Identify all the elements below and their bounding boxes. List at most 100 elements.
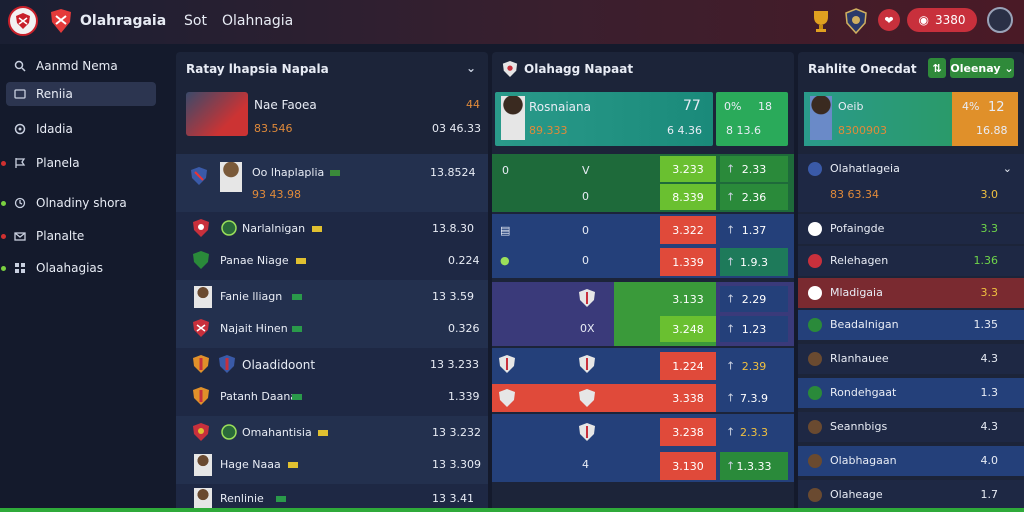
odd-cell[interactable]: ↑ 2.3.3 (720, 418, 788, 446)
featured-result-odds[interactable]: 4% 12 16.88 (952, 92, 1018, 146)
item-name: Rlanhauee (830, 352, 889, 365)
favorite-button[interactable]: ❤ (878, 9, 900, 31)
featured-match[interactable]: Nae Faoea 83.546 44 03 46.33 (176, 86, 488, 144)
odd-cell[interactable]: 3.130 (660, 452, 716, 480)
featured-result-card[interactable]: Oeib 8300903 (804, 92, 952, 146)
odd-cell[interactable]: ↑ 7.3.9 (720, 384, 788, 412)
arrow-up-icon: ↑ (726, 255, 736, 269)
item-name: Beadalnigan (830, 318, 899, 331)
balance-button[interactable]: ◉ 3380 (907, 8, 977, 32)
odds-row[interactable]: 0X 3.133 3.248 ↑ 2.29 ↑ 1.23 (492, 282, 794, 346)
status-dot (1, 266, 6, 271)
user-avatar[interactable] (987, 7, 1013, 33)
list-item[interactable]: Mladigaia 3.3 (798, 278, 1024, 308)
odd-cell[interactable]: 3.248 (660, 316, 716, 342)
featured-value: 03 46.33 (432, 122, 481, 135)
table-row[interactable]: Narlalnigan 13.8.30 Panae Niage 0.224 (176, 212, 488, 280)
odd-cell[interactable]: 8.339 (660, 184, 716, 210)
odd-cell[interactable]: ↑ 2.39 (720, 352, 788, 380)
list-item[interactable]: Rlanhauee 4.3 (798, 344, 1024, 374)
item-value: 3.3 (980, 286, 999, 299)
odd-cell[interactable]: 3.338 (660, 384, 716, 412)
featured-odds-card-b[interactable]: 0% 18 8 13.6 (716, 92, 788, 146)
row-name: Hage Naaa (220, 458, 281, 471)
heart-icon: ❤ (884, 13, 894, 27)
club-logo-icon[interactable] (8, 6, 38, 36)
odd-cell-highlight[interactable] (492, 384, 716, 412)
sidebar-item-olnadiny[interactable]: Olnadiny shora (0, 191, 168, 215)
chevron-down-icon[interactable]: ⌄ (465, 61, 476, 75)
list-item[interactable]: Seannbigs 4.3 (798, 412, 1024, 442)
odds-panel: Olahagg Napaat Rosnaiana 89.333 77 6 4.3… (492, 52, 794, 512)
league-badge-icon[interactable] (844, 8, 868, 34)
nav-link-sot[interactable]: Sot (184, 13, 207, 29)
odds-row[interactable]: 0 V 0 3.233 8.339 ↑ 2.33 ↑ 2.36 (492, 154, 794, 212)
odd-cell[interactable]: ↑ 1.9.3 (720, 248, 788, 276)
status-dot (1, 234, 6, 239)
grid-icon (15, 263, 25, 273)
odd-cell[interactable]: 1.224 (660, 352, 716, 380)
team-crest-icon (193, 251, 209, 269)
odds-row[interactable]: 4 3.238 3.130 ↑ 2.3.3 ↑ 1.3.33 (492, 414, 794, 482)
odd-cell[interactable]: ↑ 1.37 (720, 216, 788, 244)
list-item[interactable]: Olahatlageia 83 63.34 3.0 ⌄ (798, 154, 1024, 212)
odd-cell[interactable]: 3.322 (660, 216, 716, 244)
player-avatar (808, 488, 822, 502)
table-row[interactable]: Renlinie 13 3.41 (176, 484, 488, 512)
sidebar-item-idadia[interactable]: Idadia (0, 117, 168, 141)
filter-button[interactable]: ⇅ (928, 58, 946, 78)
sidebar-search[interactable]: Aanmd Nema (0, 54, 168, 78)
table-row[interactable]: Olaadidoont 13 3.233 Patanh Daana 1.339 (176, 348, 488, 416)
list-item[interactable]: Pofaingde 3.3 (798, 214, 1024, 244)
list-item[interactable]: Relehagen 1.36 (798, 246, 1024, 276)
odd-cell[interactable]: ↑ 1.23 (720, 316, 788, 342)
sidebar: Aanmd Nema Reniia Idadia Planela Olnadin… (0, 44, 168, 512)
row-value: 13.8524 (430, 166, 476, 179)
row-mid: V (582, 164, 590, 177)
nav-link-olahnagia[interactable]: Olahnagia (222, 13, 294, 29)
odd-value: 1.224 (672, 359, 704, 373)
list-item[interactable]: Beadalnigan 1.35 (798, 310, 1024, 340)
sidebar-item-planela[interactable]: Planela (0, 151, 168, 175)
odd-cell[interactable]: 3.133 (660, 286, 716, 312)
sidebar-item-olaahagias[interactable]: Olaahagias (0, 256, 168, 280)
odd-cell[interactable]: ↑ 2.29 (720, 286, 788, 312)
flag-icon (292, 394, 302, 400)
table-row[interactable]: Omahantisia 13 3.232 Hage Naaa 13 3.309 (176, 416, 488, 484)
sidebar-item-label: Olaahagias (36, 261, 104, 275)
sidebar-item-planalte[interactable]: Planalte (0, 224, 168, 248)
odd-cell[interactable]: 3.238 (660, 418, 716, 446)
team-crest-icon (808, 386, 822, 400)
list-item[interactable]: Rondehgaat 1.3 (798, 378, 1024, 408)
item-name: Olahatlageia (830, 162, 900, 175)
odd-cell[interactable]: ↑ 2.36 (720, 184, 788, 210)
odd-cell[interactable]: 3.233 (660, 156, 716, 182)
row-name: Renlinie (220, 492, 264, 505)
sidebar-item-reniia[interactable]: Reniia (6, 82, 156, 106)
featured-odds-card[interactable]: Rosnaiana 89.333 77 6 4.36 (495, 92, 713, 146)
match-thumbnail (186, 92, 248, 136)
item-value: 4.3 (980, 352, 999, 365)
odd-cell[interactable]: 1.339 (660, 248, 716, 276)
item-value: 1.36 (973, 254, 999, 267)
odd-value: 1.3.33 (736, 459, 772, 473)
odd-cell[interactable]: ↑ 2.33 (720, 156, 788, 182)
filter-icon: ⇅ (932, 61, 942, 75)
panel-header: Ratay lhapsia Napala ⌄ (176, 52, 488, 86)
table-row[interactable]: Oo lhaplaplia 93 43.98 13.8524 (176, 154, 488, 212)
dropdown-button[interactable]: Oleenay ⌄ (950, 58, 1014, 78)
brand-name[interactable]: Olahragaia (80, 13, 167, 29)
team-crest-icon (499, 355, 515, 373)
list-item[interactable]: Olabhagaan 4.0 (798, 446, 1024, 476)
team-crest-icon (579, 289, 595, 307)
row-name: Fanie lliagn (220, 290, 283, 303)
odds-row[interactable]: 1.224 3.338 ↑ 2.39 ↑ 7.3.9 (492, 348, 794, 412)
list-item[interactable]: Olaheage 1.7 (798, 480, 1024, 510)
chevron-down-icon[interactable]: ⌄ (1002, 162, 1012, 175)
team-crest-icon (193, 355, 209, 373)
odd-cell[interactable]: ↑ 1.3.33 (720, 452, 788, 480)
table-row[interactable]: Fanie lliagn 13 3.59 Najait Hinen 0.326 (176, 280, 488, 348)
trophy-icon[interactable] (810, 8, 832, 34)
odds-row[interactable]: ▤ ● 0 0 3.322 1.339 ↑ 1.37 ↑ 1.9.3 (492, 214, 794, 278)
row-mid: 0 (582, 224, 589, 237)
